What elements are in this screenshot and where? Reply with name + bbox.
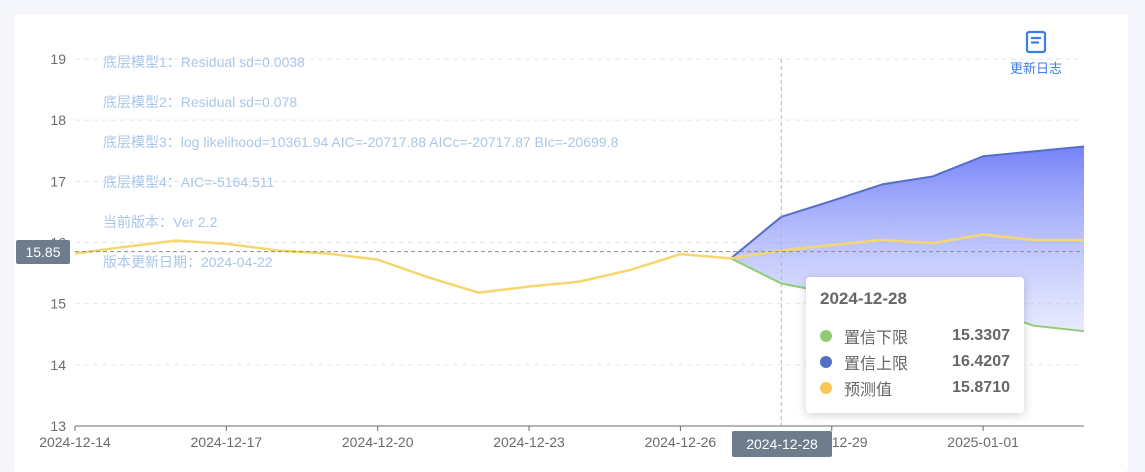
crosshair-x-label: 2024-12-28: [732, 431, 832, 457]
series-line-upper-bound: [730, 145, 1085, 260]
x-tick-label: 2024-12-23: [493, 434, 565, 450]
y-tick-label: 13: [50, 418, 66, 434]
annotation-model-3: 底层模型3：log likelihood=10361.94 AIC=-20717…: [103, 134, 619, 150]
x-tick-label: 2024-12-20: [342, 434, 414, 450]
chart-tooltip: 2024-12-28 置信下限 15.3307 置信上限 16.4207 预测值…: [806, 277, 1024, 413]
annotation-model-4: 底层模型4：AIC=-5164.511: [103, 174, 275, 190]
crosshair-y-label: 15.85: [16, 240, 70, 264]
x-tick-label: 2024-12-17: [191, 434, 263, 450]
x-tick-label: 2025-01-01: [947, 434, 1019, 450]
y-tick-label: 17: [50, 173, 66, 189]
legend-dot-upper: [820, 356, 832, 368]
legend-dot-lower: [820, 330, 832, 342]
document-icon: [1025, 30, 1047, 54]
tooltip-row-upper: 置信上限 16.4207: [820, 349, 1010, 375]
changelog-button[interactable]: 更新日志: [1000, 30, 1072, 77]
tooltip-value-lower: 15.3307: [952, 327, 1010, 344]
tooltip-value-upper: 16.4207: [952, 353, 1010, 370]
annotation-version: 当前版本：Ver 2.2: [103, 214, 218, 230]
tooltip-label-upper: 置信上限: [844, 356, 909, 373]
tooltip-label-lower: 置信下限: [844, 330, 909, 347]
series-line-forecast: [74, 233, 1084, 294]
tooltip-row-forecast: 预测值 15.8710: [820, 375, 1010, 401]
y-tick-label: 18: [50, 112, 66, 128]
tooltip-value-forecast: 15.8710: [952, 379, 1010, 396]
changelog-label: 更新日志: [1009, 61, 1062, 76]
x-tick-label: 2024-12-14: [39, 434, 111, 450]
tooltip-row-lower: 置信下限 15.3307: [820, 323, 1010, 349]
annotation-model-2: 底层模型2：Residual sd=0.078: [103, 94, 298, 110]
y-tick-label: 14: [50, 357, 66, 373]
tooltip-label-forecast: 预测值: [844, 382, 893, 399]
legend-dot-forecast: [820, 382, 832, 394]
tooltip-title: 2024-12-28: [820, 289, 907, 308]
y-tick-label: 15: [50, 296, 66, 312]
annotation-model-1: 底层模型1：Residual sd=0.0038: [103, 54, 305, 70]
y-tick-label: 19: [50, 51, 66, 67]
annotation-update-date: 版本更新日期：2024-04-22: [103, 254, 273, 270]
crosshair: [75, 59, 1084, 426]
x-tick-label: 2024-12-26: [645, 434, 717, 450]
